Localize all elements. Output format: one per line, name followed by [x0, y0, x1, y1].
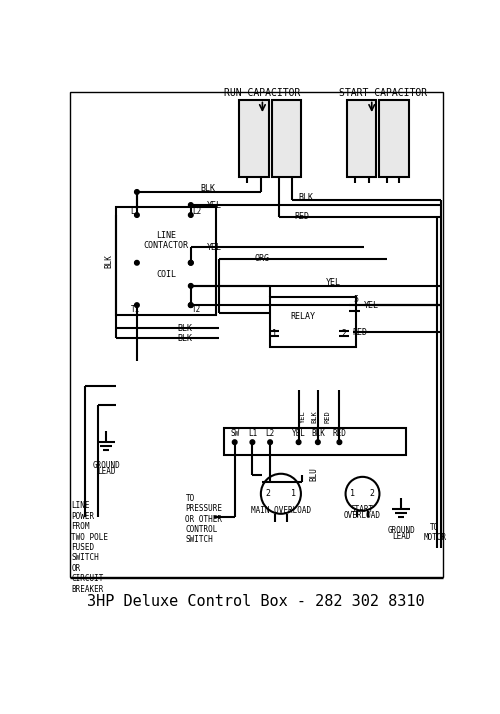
- Bar: [240, 99, 268, 176]
- Text: OVERLOAD: OVERLOAD: [344, 511, 381, 520]
- Text: YEL: YEL: [364, 301, 379, 310]
- Circle shape: [232, 440, 237, 445]
- Text: ORG: ORG: [254, 254, 270, 263]
- Circle shape: [188, 213, 193, 217]
- Circle shape: [188, 283, 193, 288]
- Text: 1: 1: [272, 329, 276, 338]
- Circle shape: [296, 440, 301, 445]
- Bar: [270, 298, 356, 348]
- Text: YEL: YEL: [326, 278, 340, 286]
- Bar: [380, 99, 408, 176]
- Text: LINE
POWER
FROM
TWO POLE
FUSED
SWITCH
OR
CIRCUIT
BREAKER: LINE POWER FROM TWO POLE FUSED SWITCH OR…: [72, 501, 108, 593]
- Text: START: START: [351, 505, 374, 513]
- Text: BLK: BLK: [201, 183, 216, 193]
- Circle shape: [188, 303, 193, 308]
- Bar: [70, 92, 442, 577]
- Bar: [116, 207, 216, 315]
- Text: RED: RED: [352, 328, 368, 336]
- Text: YEL: YEL: [207, 201, 222, 209]
- Circle shape: [337, 440, 342, 445]
- Text: LINE: LINE: [156, 231, 176, 241]
- Circle shape: [134, 261, 139, 265]
- Text: L2: L2: [266, 429, 274, 438]
- Circle shape: [188, 303, 193, 308]
- Text: L2: L2: [192, 208, 202, 216]
- Bar: [224, 428, 406, 456]
- Text: MAIN OVERLOAD: MAIN OVERLOAD: [251, 506, 311, 516]
- Text: L1: L1: [248, 429, 257, 438]
- Bar: [272, 99, 301, 176]
- Text: T1: T1: [130, 306, 140, 314]
- Text: LEAD: LEAD: [392, 533, 410, 541]
- Circle shape: [268, 440, 272, 445]
- Text: 2    1: 2 1: [266, 489, 296, 498]
- Text: YEL: YEL: [300, 411, 306, 423]
- Text: 1   2: 1 2: [350, 489, 375, 498]
- Text: START CAPACITOR: START CAPACITOR: [339, 89, 428, 99]
- Text: RELAY: RELAY: [290, 312, 315, 321]
- Text: RED: RED: [295, 212, 310, 221]
- Text: YEL: YEL: [292, 429, 306, 438]
- Circle shape: [134, 303, 139, 308]
- Text: TO
PRESSURE
OR OTHER
CONTROL
SWITCH: TO PRESSURE OR OTHER CONTROL SWITCH: [186, 494, 222, 544]
- Text: RED: RED: [324, 411, 330, 423]
- Text: YEL: YEL: [207, 243, 222, 252]
- Circle shape: [188, 203, 193, 207]
- Text: 2: 2: [341, 329, 346, 338]
- Circle shape: [134, 213, 139, 217]
- Text: 3HP Deluxe Control Box - 282 302 8310: 3HP Deluxe Control Box - 282 302 8310: [88, 594, 425, 609]
- Text: BLK: BLK: [298, 193, 314, 202]
- Circle shape: [250, 440, 254, 445]
- Text: GROUND: GROUND: [92, 461, 120, 470]
- Circle shape: [134, 190, 139, 194]
- Text: 5: 5: [354, 296, 358, 304]
- Circle shape: [188, 261, 193, 265]
- Text: T2: T2: [192, 306, 202, 314]
- Circle shape: [188, 261, 193, 265]
- Text: RED: RED: [332, 429, 346, 438]
- Text: BLK: BLK: [311, 429, 325, 438]
- Text: BLK: BLK: [312, 411, 318, 423]
- Text: RUN CAPACITOR: RUN CAPACITOR: [224, 89, 300, 99]
- Text: TO
MOTOR: TO MOTOR: [424, 523, 446, 543]
- Text: LEAD: LEAD: [97, 467, 116, 476]
- Text: L1: L1: [130, 208, 140, 216]
- Text: BLU: BLU: [310, 468, 318, 481]
- Text: COIL: COIL: [156, 270, 176, 279]
- Text: CONTACTOR: CONTACTOR: [144, 241, 188, 250]
- Text: BLK: BLK: [178, 333, 192, 343]
- Text: GROUND: GROUND: [387, 526, 415, 536]
- Text: BLK: BLK: [104, 254, 113, 268]
- Text: SW: SW: [230, 429, 239, 438]
- Circle shape: [316, 440, 320, 445]
- Text: BLK: BLK: [178, 323, 192, 333]
- Bar: [347, 99, 376, 176]
